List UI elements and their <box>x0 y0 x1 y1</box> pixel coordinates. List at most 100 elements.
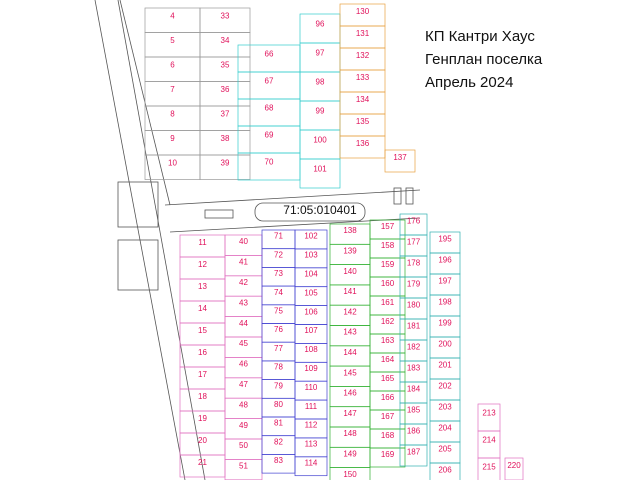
plot-number: 75 <box>274 306 283 315</box>
plot <box>384 149 416 173</box>
plot-number: 195 <box>438 234 452 243</box>
plot-number: 12 <box>198 260 207 269</box>
plot-number: 8 <box>170 110 175 119</box>
plot-number: 37 <box>221 110 230 119</box>
plot-number: 67 <box>265 77 274 86</box>
plot-number: 43 <box>239 298 248 307</box>
plot-number: 80 <box>274 400 283 409</box>
plot-number: 108 <box>304 345 318 354</box>
title-line: Генплан поселка <box>425 51 543 68</box>
plot-number: 20 <box>198 436 207 445</box>
plot-number: 141 <box>343 287 357 296</box>
plot-number: 107 <box>304 326 318 335</box>
plot-number: 215 <box>482 463 496 472</box>
plot-number: 163 <box>381 336 395 345</box>
plot-number: 213 <box>482 409 496 418</box>
plot-number: 143 <box>343 328 357 337</box>
plot <box>369 447 406 468</box>
plot-number: 140 <box>343 267 357 276</box>
plot-number: 79 <box>274 381 283 390</box>
plot-number: 14 <box>198 304 207 313</box>
plot-number: 18 <box>198 392 207 401</box>
plot-number: 205 <box>438 444 452 453</box>
plot-number: 15 <box>198 326 207 335</box>
plot-number: 167 <box>381 412 395 421</box>
plot-number: 103 <box>304 251 318 260</box>
plot-number: 38 <box>221 134 230 143</box>
plot-number: 105 <box>304 288 318 297</box>
plot-number: 7 <box>170 85 175 94</box>
plot-number: 186 <box>407 426 421 435</box>
plot-number: 78 <box>274 363 283 372</box>
plot-number: 197 <box>438 276 452 285</box>
plot-number: 202 <box>438 381 452 390</box>
plot-number: 99 <box>316 106 325 115</box>
plot-number: 66 <box>265 50 274 59</box>
plot-number: 49 <box>239 421 248 430</box>
plot-number: 214 <box>482 436 496 445</box>
plot-number: 100 <box>313 135 327 144</box>
plot-number: 183 <box>407 363 421 372</box>
plot-number: 159 <box>381 260 395 269</box>
plot-number: 168 <box>381 431 395 440</box>
plot-number: 196 <box>438 255 452 264</box>
plot-number: 181 <box>407 321 421 330</box>
roads <box>94 0 421 480</box>
plot-number: 149 <box>343 450 357 459</box>
plot <box>399 444 428 467</box>
plot-number: 33 <box>221 12 230 21</box>
plot-number: 133 <box>356 73 370 82</box>
plot-number: 139 <box>343 247 357 256</box>
plot-number: 40 <box>239 237 248 246</box>
plot-number: 13 <box>198 282 207 291</box>
plot-number: 135 <box>356 117 370 126</box>
plot-number: 138 <box>343 226 357 235</box>
plot-number: 104 <box>304 270 318 279</box>
plot-number: 131 <box>356 29 370 38</box>
plot-number: 35 <box>221 61 230 70</box>
plot-number: 44 <box>239 319 248 328</box>
plot-number: 177 <box>407 237 421 246</box>
plot-number: 147 <box>343 409 357 418</box>
plot-number: 19 <box>198 414 207 423</box>
plot-number: 110 <box>305 383 318 392</box>
plot-number: 165 <box>381 374 395 383</box>
plot-number: 150 <box>343 470 357 479</box>
plot <box>339 135 386 159</box>
plot-number: 51 <box>239 462 248 471</box>
plot-number: 111 <box>305 402 318 411</box>
plot-number: 203 <box>438 402 452 411</box>
plot-number: 82 <box>274 437 283 446</box>
plot-number: 68 <box>265 104 274 113</box>
plot-number: 69 <box>265 131 274 140</box>
plot-number: 112 <box>305 421 318 430</box>
plot-number: 166 <box>381 393 395 402</box>
plot-number: 39 <box>221 159 230 168</box>
plot-number: 97 <box>316 48 325 57</box>
plot-number: 48 <box>239 400 248 409</box>
plot-number: 5 <box>170 36 175 45</box>
plot-number: 73 <box>274 269 283 278</box>
plot-number: 50 <box>239 441 248 450</box>
plot-number: 77 <box>274 344 283 353</box>
plot-number: 46 <box>239 360 248 369</box>
plot-number: 6 <box>170 61 175 70</box>
plot-number: 162 <box>381 317 395 326</box>
plot-number: 157 <box>381 222 395 231</box>
plot-number: 179 <box>407 279 421 288</box>
plot-number: 98 <box>316 77 325 86</box>
plot-number: 10 <box>168 159 177 168</box>
plot-number: 45 <box>239 339 248 348</box>
cadastral-number: 71:05:010401 <box>283 203 357 217</box>
plot-number: 96 <box>316 19 325 28</box>
plot-number: 17 <box>198 370 207 379</box>
plot-number: 148 <box>343 429 357 438</box>
plot-number: 146 <box>343 389 357 398</box>
plot-number: 176 <box>407 216 421 225</box>
plot <box>299 158 341 189</box>
plot-number: 102 <box>304 232 318 241</box>
plot-number: 185 <box>407 405 421 414</box>
plot-number: 184 <box>407 384 421 393</box>
plot-number: 114 <box>305 459 318 468</box>
plot-number: 34 <box>221 36 230 45</box>
